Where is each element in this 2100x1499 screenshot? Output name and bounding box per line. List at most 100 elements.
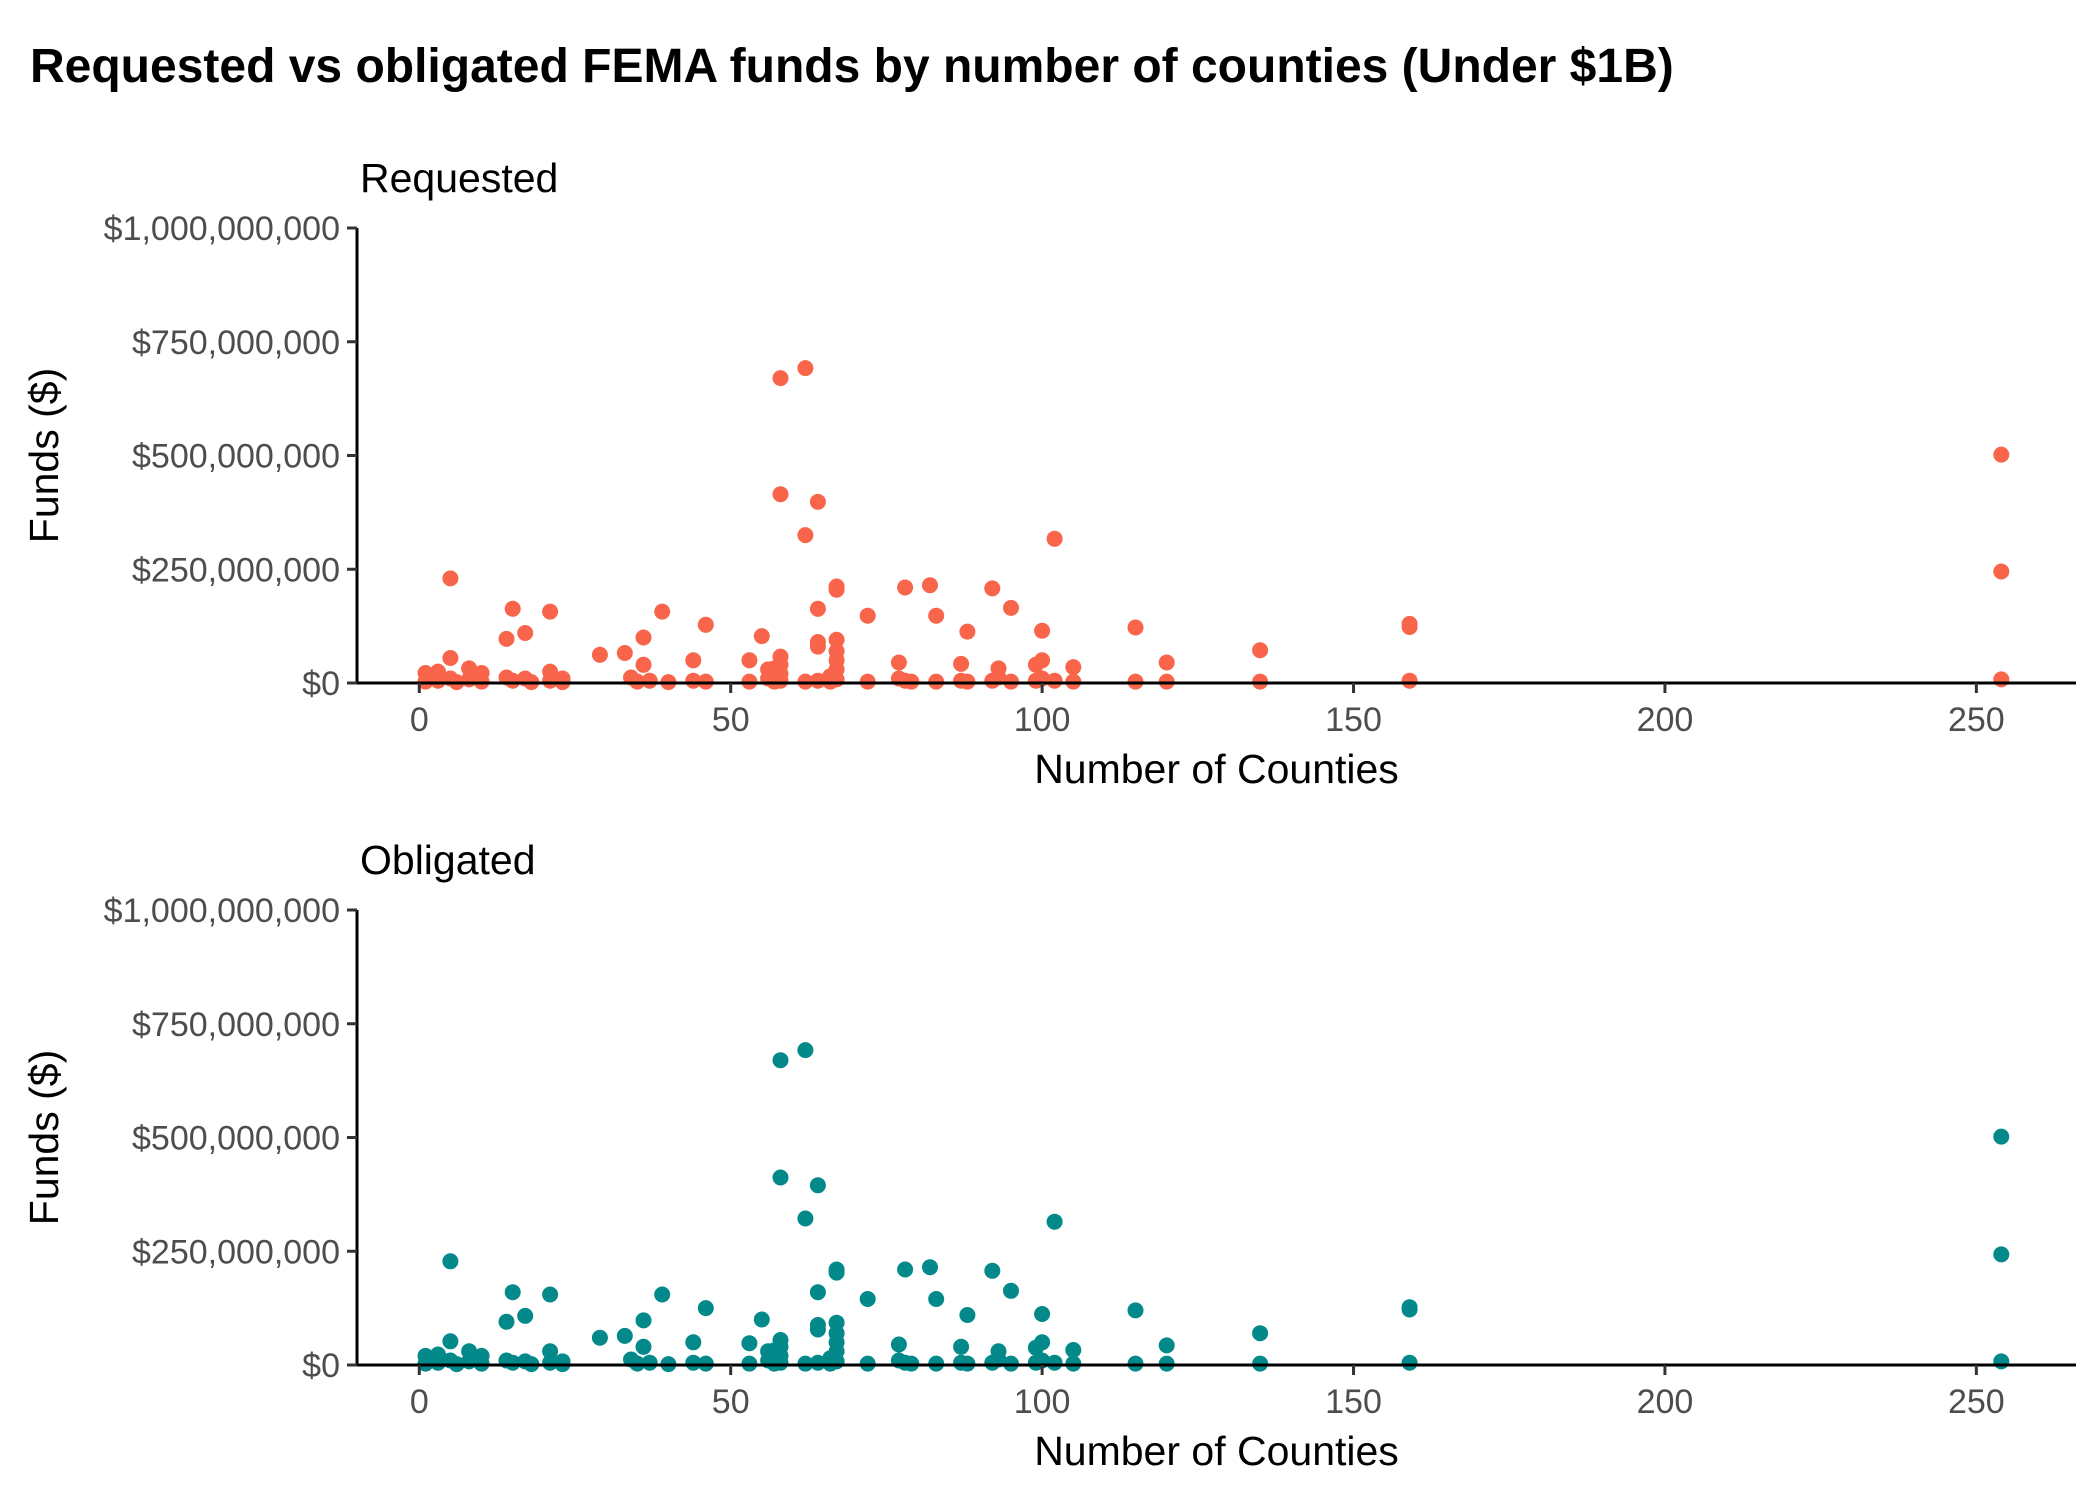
data-point xyxy=(809,1177,826,1194)
data-point xyxy=(1158,1337,1175,1354)
data-point xyxy=(498,1313,515,1330)
data-point xyxy=(828,581,845,598)
data-point xyxy=(697,616,714,633)
data-point xyxy=(517,625,534,641)
data-point xyxy=(1993,671,2010,688)
data-point xyxy=(542,672,559,689)
data-point xyxy=(1252,1325,1269,1342)
data-point xyxy=(685,672,702,689)
chart-title: Requested vs obligated FEMA funds by num… xyxy=(30,40,1674,93)
data-point xyxy=(984,580,1001,597)
data-point xyxy=(1993,1128,2010,1145)
x-tick-label: 150 xyxy=(1325,701,1382,739)
data-point xyxy=(753,1311,770,1328)
data-point xyxy=(1065,659,1082,676)
data-point xyxy=(1034,622,1051,639)
data-point xyxy=(1046,1213,1063,1230)
y-tick-label: $250,000,000 xyxy=(132,1233,340,1271)
data-point xyxy=(542,1354,559,1371)
data-point xyxy=(859,1291,876,1307)
data-point xyxy=(616,1327,633,1344)
data-point xyxy=(772,1169,789,1186)
y-tick-label: $250,000,000 xyxy=(132,551,340,589)
data-point xyxy=(897,1261,914,1278)
x-tick-label: 50 xyxy=(712,701,750,739)
panel-subtitle: Requested xyxy=(360,155,558,201)
data-point xyxy=(859,607,876,624)
data-point xyxy=(430,1354,446,1371)
x-tick-label: 200 xyxy=(1637,701,1694,739)
data-point xyxy=(1127,619,1144,636)
data-point xyxy=(442,1253,459,1270)
data-point xyxy=(809,600,826,617)
y-tick-label: $0 xyxy=(302,665,340,703)
data-point xyxy=(1993,563,2010,580)
data-point xyxy=(697,1300,714,1317)
data-point xyxy=(542,603,559,620)
data-point xyxy=(591,646,608,663)
data-point xyxy=(1003,1282,1019,1299)
data-point xyxy=(591,1329,608,1346)
y-tick-label: $500,000,000 xyxy=(132,438,340,476)
data-point xyxy=(741,1335,758,1352)
data-point xyxy=(1065,1342,1082,1358)
data-point xyxy=(635,656,652,673)
scatter-points xyxy=(417,1042,2010,1373)
data-point xyxy=(828,671,845,688)
data-point xyxy=(741,652,758,669)
data-point xyxy=(1993,1353,2010,1370)
data-point xyxy=(442,570,459,587)
data-point xyxy=(1993,446,2010,463)
data-point xyxy=(809,1354,826,1371)
data-point xyxy=(635,1338,652,1355)
y-axis-label: Funds ($) xyxy=(21,1050,67,1225)
y-tick-label: $1,000,000,000 xyxy=(104,892,340,930)
x-tick-label: 250 xyxy=(1948,1383,2005,1421)
data-point xyxy=(517,1307,534,1324)
x-tick-label: 0 xyxy=(410,1383,429,1421)
chart-panels: Requested 0 50 100 150 200 250 $0 $250,000,000 $5… xyxy=(21,155,2076,1474)
data-point xyxy=(772,1052,789,1069)
data-point xyxy=(922,577,938,594)
data-point xyxy=(809,672,826,689)
data-point xyxy=(928,1291,945,1307)
panel-requested: Requested 0 50 100 150 200 250 $0 $250,000,000 $5… xyxy=(21,155,2076,792)
y-tick-label: $500,000,000 xyxy=(132,1120,340,1158)
data-point xyxy=(1046,530,1063,547)
data-point xyxy=(542,1286,559,1303)
data-point xyxy=(1401,1301,1418,1318)
y-tick-label: $750,000,000 xyxy=(132,1006,340,1044)
data-point xyxy=(1034,652,1051,669)
x-tick-label: 0 xyxy=(410,701,429,739)
data-point xyxy=(809,638,826,655)
data-point xyxy=(442,650,459,666)
data-point xyxy=(504,1284,521,1301)
data-point xyxy=(1034,1306,1051,1322)
data-point xyxy=(797,1210,814,1227)
data-point xyxy=(828,631,845,648)
data-point xyxy=(922,1259,938,1276)
data-point xyxy=(504,1354,521,1371)
data-point xyxy=(635,1312,652,1329)
data-point xyxy=(542,1343,559,1360)
data-point xyxy=(1046,672,1063,689)
data-point xyxy=(890,654,907,671)
data-point xyxy=(641,1354,658,1371)
data-point xyxy=(828,1353,845,1370)
data-point xyxy=(1252,642,1269,659)
data-point xyxy=(953,1338,970,1355)
data-point xyxy=(430,672,446,689)
x-tick-label: 100 xyxy=(1014,1383,1071,1421)
data-point xyxy=(442,1333,459,1350)
x-tick-label: 200 xyxy=(1637,1383,1694,1421)
x-axis-label: Number of Counties xyxy=(1034,1428,1399,1474)
data-point xyxy=(1046,1354,1063,1371)
data-point xyxy=(685,652,702,669)
data-point xyxy=(809,1321,826,1338)
y-tick-label: $0 xyxy=(302,1347,340,1385)
data-point xyxy=(809,1284,826,1301)
data-point xyxy=(897,579,914,596)
data-point xyxy=(461,660,478,677)
data-point xyxy=(890,1336,907,1353)
